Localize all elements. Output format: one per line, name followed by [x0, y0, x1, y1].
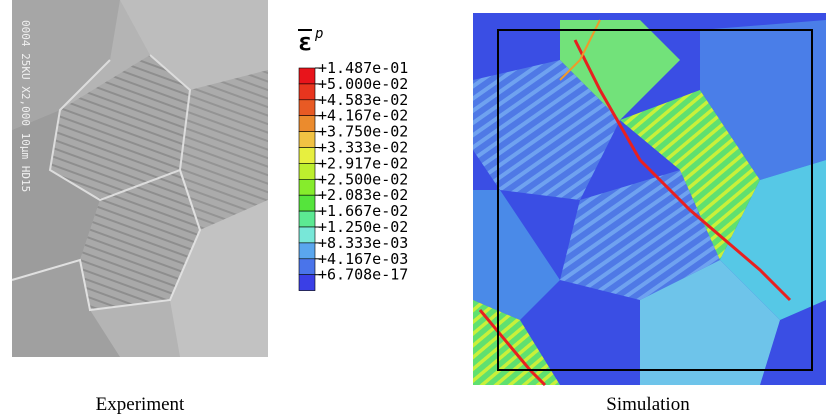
legend-band [298, 83, 316, 101]
legend-band [298, 163, 316, 180]
caption: Simulation [606, 394, 690, 415]
legend-band [298, 99, 316, 117]
legend-band [298, 179, 316, 196]
legend-band [298, 67, 316, 85]
caption: Experiment [96, 394, 185, 415]
legend-band [298, 194, 316, 212]
legend-superscript: p [314, 26, 323, 42]
legend-label: +1.667e-02 [318, 202, 408, 220]
legend-band [298, 131, 316, 148]
legend-label: +3.750e-02 [318, 123, 408, 141]
micrograph-label: 0004 25KU X2,000 10μm HD15 [19, 20, 32, 192]
micrograph: 0004 25KU X2,000 10μm HD15 [11, 0, 268, 357]
legend-label: +8.333e-03 [318, 234, 408, 252]
legend: ε p +1.487e-01+5.000e-02+4.583e-02+4.167… [298, 26, 408, 291]
legend-label: +1.487e-01 [318, 59, 408, 77]
legend-band [298, 226, 316, 244]
legend-label: +2.083e-02 [318, 186, 408, 204]
legend-label: +6.708e-17 [318, 266, 408, 284]
legend-label: +3.333e-02 [318, 139, 408, 157]
legend-band [298, 274, 316, 291]
legend-label: +2.917e-02 [318, 154, 408, 172]
legend-label: +1.250e-02 [318, 218, 408, 236]
simulation-map [473, 13, 826, 387]
legend-band [298, 242, 316, 260]
legend-label: +4.167e-03 [318, 250, 408, 268]
legend-label: +4.583e-02 [318, 91, 408, 109]
legend-band [298, 258, 316, 275]
legend-band [298, 147, 316, 164]
legend-label: +4.167e-02 [318, 107, 408, 125]
legend-symbol: ε [298, 28, 312, 56]
legend-label: +5.000e-02 [318, 75, 408, 93]
legend-band [298, 210, 316, 228]
legend-label: +2.500e-02 [318, 170, 408, 188]
legend-band [298, 115, 316, 132]
